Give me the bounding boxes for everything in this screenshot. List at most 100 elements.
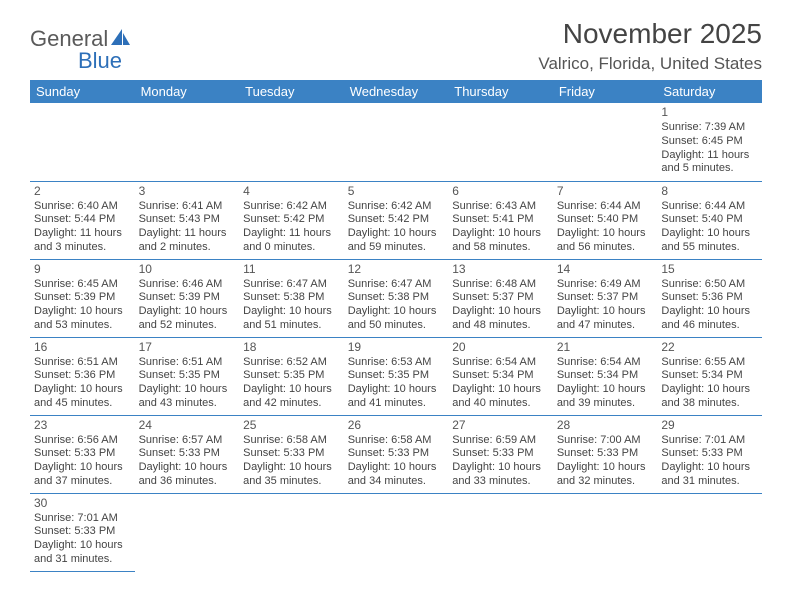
day-cell: 3Sunrise: 6:41 AMSunset: 5:43 PMDaylight…: [135, 181, 240, 259]
sunrise-text: Sunrise: 6:57 AM: [139, 434, 236, 448]
sunrise-text: Sunrise: 6:47 AM: [243, 278, 340, 292]
sunrise-text: Sunrise: 6:41 AM: [139, 200, 236, 214]
daylight-text: and 31 minutes.: [34, 553, 131, 567]
day-number: 26: [348, 418, 445, 433]
daylight-text: and 45 minutes.: [34, 397, 131, 411]
daylight-text: Daylight: 10 hours: [243, 305, 340, 319]
day-number: 18: [243, 340, 340, 355]
daylight-text: and 42 minutes.: [243, 397, 340, 411]
day-number: 1: [661, 105, 758, 120]
day-number: 10: [139, 262, 236, 277]
daylight-text: and 46 minutes.: [661, 319, 758, 333]
daylight-text: and 41 minutes.: [348, 397, 445, 411]
daylight-text: Daylight: 11 hours: [139, 227, 236, 241]
daylight-text: Daylight: 10 hours: [348, 227, 445, 241]
day-cell: 30Sunrise: 7:01 AMSunset: 5:33 PMDayligh…: [30, 493, 135, 571]
daylight-text: Daylight: 11 hours: [661, 149, 758, 163]
sunset-text: Sunset: 5:43 PM: [139, 213, 236, 227]
empty-cell: [553, 493, 658, 571]
day-cell: 4Sunrise: 6:42 AMSunset: 5:42 PMDaylight…: [239, 181, 344, 259]
daylight-text: Daylight: 10 hours: [139, 305, 236, 319]
sunset-text: Sunset: 5:40 PM: [661, 213, 758, 227]
week-row: 23Sunrise: 6:56 AMSunset: 5:33 PMDayligh…: [30, 415, 762, 493]
daylight-text: and 59 minutes.: [348, 241, 445, 255]
sunset-text: Sunset: 5:33 PM: [139, 447, 236, 461]
sunset-text: Sunset: 5:35 PM: [243, 369, 340, 383]
day-header: Tuesday: [239, 80, 344, 103]
empty-cell: [344, 493, 449, 571]
daylight-text: and 35 minutes.: [243, 475, 340, 489]
sunrise-text: Sunrise: 6:51 AM: [139, 356, 236, 370]
day-header: Thursday: [448, 80, 553, 103]
day-cell: 28Sunrise: 7:00 AMSunset: 5:33 PMDayligh…: [553, 415, 658, 493]
sunrise-text: Sunrise: 7:00 AM: [557, 434, 654, 448]
day-number: 15: [661, 262, 758, 277]
daylight-text: Daylight: 10 hours: [661, 305, 758, 319]
day-cell: 22Sunrise: 6:55 AMSunset: 5:34 PMDayligh…: [657, 337, 762, 415]
day-number: 13: [452, 262, 549, 277]
sunrise-text: Sunrise: 6:51 AM: [34, 356, 131, 370]
sunrise-text: Sunrise: 6:45 AM: [34, 278, 131, 292]
month-title: November 2025: [538, 18, 762, 50]
week-row: 9Sunrise: 6:45 AMSunset: 5:39 PMDaylight…: [30, 259, 762, 337]
sunset-text: Sunset: 5:35 PM: [139, 369, 236, 383]
empty-cell: [135, 103, 240, 181]
empty-cell: [344, 103, 449, 181]
daylight-text: and 39 minutes.: [557, 397, 654, 411]
day-cell: 19Sunrise: 6:53 AMSunset: 5:35 PMDayligh…: [344, 337, 449, 415]
sunrise-text: Sunrise: 6:42 AM: [348, 200, 445, 214]
daylight-text: and 43 minutes.: [139, 397, 236, 411]
sunset-text: Sunset: 5:33 PM: [243, 447, 340, 461]
daylight-text: Daylight: 10 hours: [34, 461, 131, 475]
day-number: 29: [661, 418, 758, 433]
header: November 2025 Valrico, Florida, United S…: [538, 18, 762, 74]
daylight-text: and 48 minutes.: [452, 319, 549, 333]
day-cell: 21Sunrise: 6:54 AMSunset: 5:34 PMDayligh…: [553, 337, 658, 415]
sunrise-text: Sunrise: 6:59 AM: [452, 434, 549, 448]
week-row: 2Sunrise: 6:40 AMSunset: 5:44 PMDaylight…: [30, 181, 762, 259]
sunset-text: Sunset: 5:39 PM: [139, 291, 236, 305]
week-row: 16Sunrise: 6:51 AMSunset: 5:36 PMDayligh…: [30, 337, 762, 415]
daylight-text: and 0 minutes.: [243, 241, 340, 255]
daylight-text: and 58 minutes.: [452, 241, 549, 255]
empty-cell: [239, 493, 344, 571]
daylight-text: Daylight: 10 hours: [557, 461, 654, 475]
daylight-text: and 52 minutes.: [139, 319, 236, 333]
location: Valrico, Florida, United States: [538, 54, 762, 74]
day-cell: 25Sunrise: 6:58 AMSunset: 5:33 PMDayligh…: [239, 415, 344, 493]
day-cell: 8Sunrise: 6:44 AMSunset: 5:40 PMDaylight…: [657, 181, 762, 259]
sunrise-text: Sunrise: 6:44 AM: [557, 200, 654, 214]
sunrise-text: Sunrise: 6:54 AM: [452, 356, 549, 370]
day-number: 28: [557, 418, 654, 433]
daylight-text: Daylight: 10 hours: [661, 461, 758, 475]
sunrise-text: Sunrise: 6:58 AM: [348, 434, 445, 448]
daylight-text: Daylight: 10 hours: [34, 383, 131, 397]
day-number: 19: [348, 340, 445, 355]
sunset-text: Sunset: 5:42 PM: [243, 213, 340, 227]
sunset-text: Sunset: 5:40 PM: [557, 213, 654, 227]
day-cell: 24Sunrise: 6:57 AMSunset: 5:33 PMDayligh…: [135, 415, 240, 493]
day-number: 16: [34, 340, 131, 355]
day-number: 23: [34, 418, 131, 433]
sunset-text: Sunset: 5:35 PM: [348, 369, 445, 383]
logo-text-blue-wrap: Blue: [78, 48, 122, 74]
daylight-text: Daylight: 10 hours: [452, 305, 549, 319]
daylight-text: Daylight: 10 hours: [34, 539, 131, 553]
daylight-text: Daylight: 10 hours: [452, 461, 549, 475]
sunrise-text: Sunrise: 6:42 AM: [243, 200, 340, 214]
daylight-text: Daylight: 10 hours: [557, 305, 654, 319]
sunset-text: Sunset: 5:39 PM: [34, 291, 131, 305]
day-cell: 20Sunrise: 6:54 AMSunset: 5:34 PMDayligh…: [448, 337, 553, 415]
day-number: 22: [661, 340, 758, 355]
empty-cell: [657, 493, 762, 571]
day-number: 24: [139, 418, 236, 433]
week-row: 30Sunrise: 7:01 AMSunset: 5:33 PMDayligh…: [30, 493, 762, 571]
day-number: 27: [452, 418, 549, 433]
day-number: 7: [557, 184, 654, 199]
empty-cell: [553, 103, 658, 181]
day-cell: 18Sunrise: 6:52 AMSunset: 5:35 PMDayligh…: [239, 337, 344, 415]
day-number: 30: [34, 496, 131, 511]
day-cell: 16Sunrise: 6:51 AMSunset: 5:36 PMDayligh…: [30, 337, 135, 415]
daylight-text: and 31 minutes.: [661, 475, 758, 489]
day-number: 2: [34, 184, 131, 199]
